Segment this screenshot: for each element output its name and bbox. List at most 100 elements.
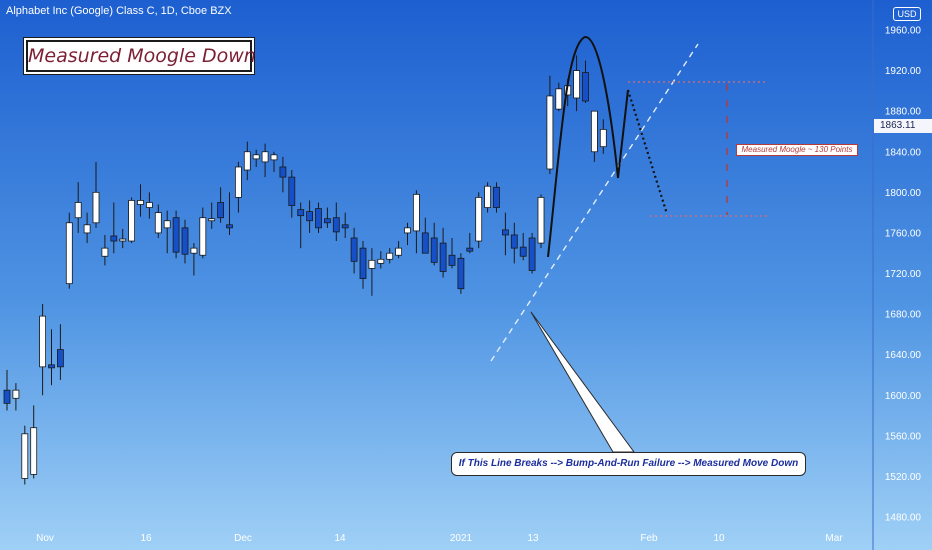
price-tick-label: 1680.00 [885,310,922,321]
candle [261,143,269,178]
candle-body [582,72,589,102]
candle [243,141,251,181]
title-badge[interactable]: Measured Moogle Down [26,40,256,72]
candle-body [270,154,278,161]
candle-body [555,88,563,110]
candle [341,212,349,238]
candle [110,202,118,254]
callout-label[interactable]: If This Line Breaks --> Bump-And-Run Fai… [451,452,806,476]
candle [39,303,46,396]
time-tick-label: 2021 [450,533,473,544]
candle [101,234,109,266]
price-tick-label: 1840.00 [885,147,922,158]
candle [591,110,598,162]
price-tick-label: 1600.00 [885,391,922,402]
time-tick-label: Dec [234,533,252,544]
candle-body [226,224,233,229]
candle-body [74,202,82,219]
time-axis[interactable]: Nov 16 Dec 14 2021 13 Feb 10 Mar [36,533,843,544]
candle [484,182,492,213]
candle [208,202,216,229]
candle-body [101,247,109,257]
candle-body [288,176,296,206]
candle-body [297,209,305,217]
candle [332,202,340,242]
candle [172,210,180,259]
candle-body [163,220,171,229]
candle [466,232,474,254]
candle [475,192,483,249]
candle-body [119,238,127,242]
candle [128,197,136,244]
measure-note[interactable]: Measured Moogle ~ 130 Points [736,144,858,156]
candle-body [599,129,607,148]
candle [3,369,11,411]
candle-body [359,247,367,279]
candle [163,210,171,254]
candle [48,329,55,386]
price-tick-label: 1640.00 [885,350,922,361]
candle [528,232,536,274]
price-tick-label: 1760.00 [885,228,922,239]
candle [555,82,563,112]
candle-body [350,237,358,262]
candle [404,222,411,246]
candle [493,182,500,213]
candle-body [3,389,11,404]
candle [288,170,296,218]
candle [315,202,322,233]
candle [74,182,82,233]
candle-body [234,166,242,198]
candle-body [315,208,322,229]
candle [279,156,287,193]
candle-body [154,212,162,234]
candle [234,161,242,213]
candle [119,228,127,249]
candle-body [92,191,100,224]
candle [546,75,554,175]
price-tick-label: 1560.00 [885,431,922,442]
support-trendline[interactable] [490,43,699,362]
price-tick-label: 1520.00 [885,472,922,483]
candle-body [475,197,483,242]
candle-body [404,227,411,234]
candle [350,227,358,274]
candle-body [439,242,447,272]
candle-body [128,200,136,242]
candle-body [261,151,269,163]
bump-arc [547,36,619,258]
symbol-title[interactable]: Alphabet Inc (Google) Class C, 1D, Cboe … [6,5,232,17]
candle [582,60,589,104]
currency-button[interactable]: USD [893,7,921,21]
candle-body [252,154,260,160]
candle-body [573,70,580,99]
candle-body [12,389,20,399]
candle-body [528,237,536,271]
candle-body [83,224,91,234]
candle [439,227,447,278]
candle-body [48,364,55,369]
candle-body [145,202,153,208]
candle [199,207,207,259]
candle [65,212,73,289]
time-tick-label: 14 [334,533,346,544]
candle-body [341,224,349,229]
candle [519,232,527,261]
candle-body [30,427,38,475]
candle [323,207,331,228]
candle-body [421,232,429,254]
candle-body [493,186,500,208]
candle [190,243,198,276]
candle-body [591,110,598,153]
candle-body [181,227,189,255]
candle-body [137,200,144,205]
price-axis[interactable]: 1480.00 1520.00 1560.00 1600.00 1640.00 1680.… [885,26,922,524]
price-tick-label: 1720.00 [885,269,922,280]
candle [252,149,260,167]
candle-body [323,218,331,224]
candle [359,241,367,289]
candle-body [395,247,403,256]
candle [137,184,144,217]
